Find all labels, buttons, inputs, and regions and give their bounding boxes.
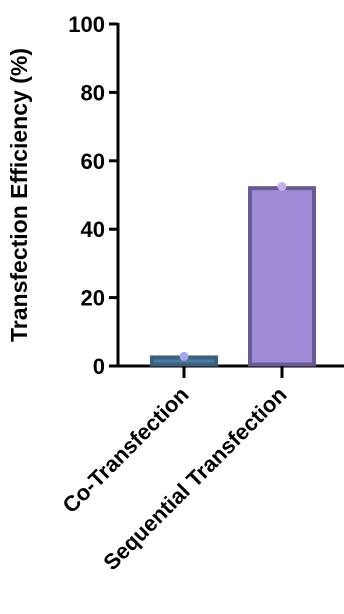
y-ticks: 0 20 40 60 80 100 — [68, 12, 118, 379]
bars — [150, 186, 316, 367]
bar-1 — [248, 186, 316, 367]
y-tick-label: 40 — [81, 217, 105, 242]
x-tick-label: Sequential Transfection — [98, 382, 291, 575]
y-tick-label: 100 — [68, 12, 105, 37]
data-points — [179, 181, 287, 361]
y-axis-label: Transfection Efficiency (%) — [6, 48, 32, 342]
y-tick-label: 60 — [81, 149, 105, 174]
y-tick-label: 20 — [81, 286, 105, 311]
y-tick-label: 80 — [81, 80, 105, 105]
data-point-1 — [277, 181, 287, 191]
y-tick-label: 0 — [93, 354, 105, 379]
data-point-0 — [179, 351, 189, 361]
